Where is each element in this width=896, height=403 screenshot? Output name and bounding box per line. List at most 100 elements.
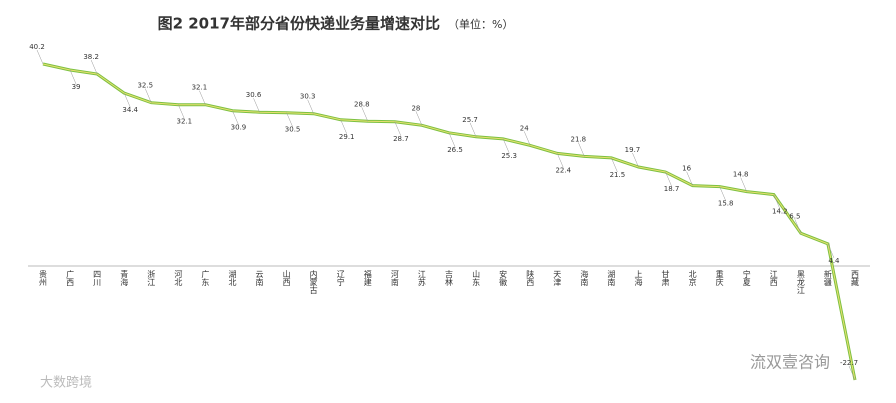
- x-tick-label: 西藏: [851, 270, 860, 287]
- x-tick-label: 北京: [688, 270, 697, 287]
- data-label: 30.5: [285, 126, 301, 134]
- leader-line: [69, 69, 77, 85]
- leader-line: [145, 88, 152, 103]
- data-label: 32.1: [192, 84, 208, 92]
- x-tick-label: 四川: [93, 270, 102, 286]
- data-label: 30.9: [231, 124, 247, 132]
- data-label: 18.7: [664, 185, 680, 193]
- data-label: 19.7: [625, 146, 641, 154]
- x-tick-label: 甘肃: [661, 269, 670, 287]
- leader-line: [178, 104, 185, 119]
- data-label: 32.5: [137, 82, 153, 90]
- data-label: 15.8: [718, 200, 734, 208]
- leader-line: [307, 99, 314, 114]
- line-highlight: [42, 63, 856, 381]
- data-label: 21.8: [571, 135, 587, 143]
- x-tick-label: 陕西: [526, 269, 535, 287]
- x-tick-label: 吉林: [445, 270, 454, 287]
- data-label: 6.5: [789, 212, 800, 220]
- data-label: 40.2: [29, 43, 45, 51]
- leader-line: [232, 110, 239, 125]
- data-label: 32.1: [177, 118, 193, 126]
- x-tick-label: 云南: [255, 270, 264, 286]
- leader-line: [523, 131, 531, 146]
- data-label: 21.5: [610, 171, 626, 179]
- data-label: 28: [411, 104, 420, 112]
- x-tick-label: 福建: [363, 270, 372, 287]
- data-label: 38.2: [83, 53, 99, 61]
- x-tick-label: 河北: [174, 269, 183, 287]
- data-label: 22.4: [555, 166, 571, 174]
- x-tick-label: 河南: [390, 269, 399, 286]
- leader-line: [611, 157, 618, 173]
- leader-line: [253, 98, 260, 113]
- x-tick-label: 山西: [282, 269, 291, 287]
- leader-line: [469, 122, 477, 137]
- x-tick-label: 内蒙古: [309, 269, 318, 295]
- x-tick-label: 湖南: [607, 270, 616, 286]
- leader-line: [286, 112, 293, 127]
- leader-line: [36, 49, 44, 65]
- leader-line: [719, 186, 726, 201]
- x-tick-label: 广东: [201, 269, 210, 286]
- x-tick-label: 辽宁: [336, 270, 345, 286]
- data-label: 30.3: [300, 93, 316, 101]
- leader-line: [773, 194, 781, 209]
- chart-subtitle: （单位：%）: [448, 17, 513, 31]
- data-label: 14.8: [733, 171, 749, 179]
- x-tick-label: 宁夏: [742, 269, 751, 286]
- data-label: 28.7: [393, 135, 409, 143]
- leader-line: [632, 152, 639, 168]
- x-tick-label: 湖北: [228, 270, 237, 287]
- x-tick-label: 浙江: [147, 269, 156, 287]
- line: [42, 62, 857, 381]
- x-tick-label: 山东: [472, 269, 481, 286]
- x-tick-label: 上海: [634, 270, 643, 287]
- watermark: 大数跨境: [40, 376, 92, 391]
- data-label: 30.6: [246, 91, 262, 99]
- leader-line: [90, 59, 98, 75]
- leader-line: [740, 177, 747, 192]
- data-label: -22.7: [840, 359, 858, 367]
- leader-line: [361, 107, 369, 122]
- leader-line: [415, 111, 423, 126]
- x-tick-label: 广西: [66, 269, 75, 287]
- x-tick-label: 新疆: [823, 269, 832, 287]
- leader-line: [848, 365, 856, 381]
- leader-line: [448, 132, 456, 147]
- data-label: 26.5: [447, 146, 463, 154]
- x-tick-label: 江西: [769, 270, 778, 287]
- data-label: 16: [682, 165, 691, 173]
- data-label: 25.3: [501, 152, 517, 160]
- x-tick-label: 江苏: [417, 270, 426, 287]
- leader-line: [827, 243, 835, 258]
- x-tick-label: 海南: [580, 269, 589, 286]
- leader-line: [394, 121, 402, 136]
- watermark: 流双壹咨询: [750, 353, 830, 372]
- x-tick-label: 黑龙江: [796, 270, 805, 295]
- data-label: 29.1: [339, 133, 355, 141]
- leader-line: [665, 171, 672, 187]
- leader-line: [557, 153, 564, 168]
- data-label: 34.4: [122, 106, 138, 114]
- x-tick-label: 青海: [120, 269, 129, 287]
- data-label: 24: [520, 124, 529, 132]
- leader-line: [199, 90, 206, 105]
- leader-line: [340, 119, 347, 134]
- leader-line: [794, 219, 802, 234]
- leader-line: [502, 138, 510, 153]
- x-tick-label: 重庆: [715, 269, 724, 287]
- chart-title: 图2 2017年部分省份快递业务量增速对比: [158, 15, 440, 33]
- leader-line: [578, 142, 585, 157]
- x-tick-label: 天津: [553, 270, 562, 287]
- data-label: 4.4: [828, 257, 840, 265]
- x-tick-label: 贵州: [39, 269, 48, 286]
- x-tick-label: 安徽: [499, 269, 508, 287]
- data-label: 25.7: [462, 116, 478, 124]
- leader-line: [123, 93, 131, 108]
- data-label: 28.8: [354, 100, 370, 108]
- data-label: 14.2: [772, 208, 788, 216]
- leader-line: [686, 171, 693, 186]
- data-label: 39: [72, 83, 81, 91]
